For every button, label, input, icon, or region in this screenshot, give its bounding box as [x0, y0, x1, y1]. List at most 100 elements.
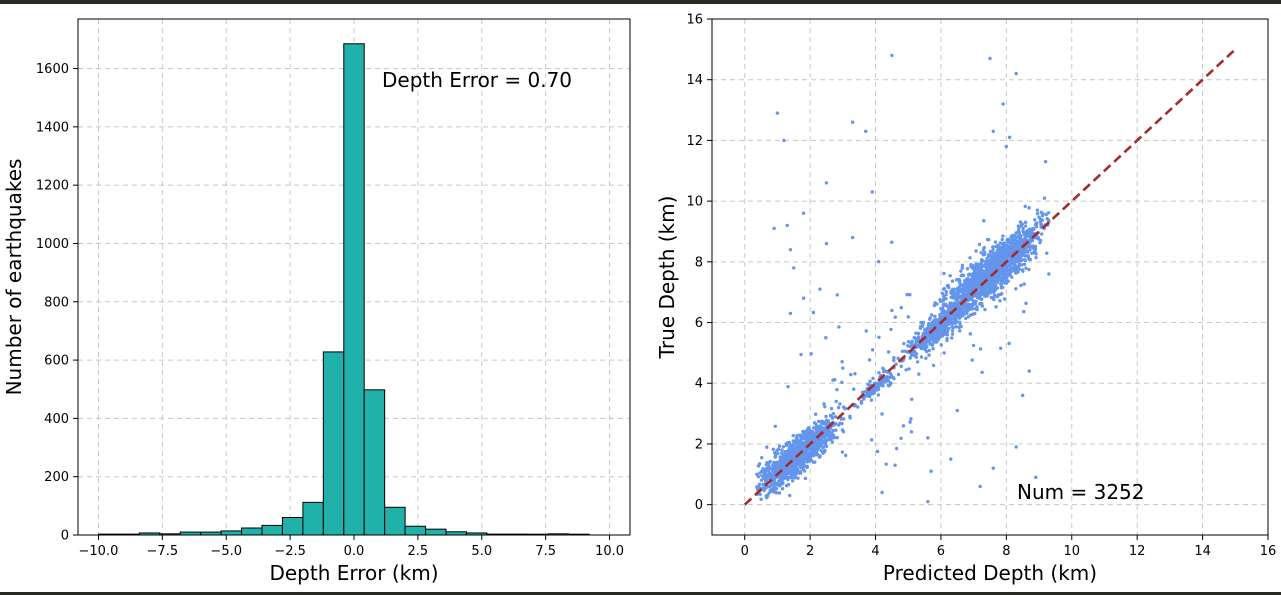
scatter-point — [933, 314, 937, 319]
scatter-point — [902, 341, 906, 346]
scatter-point — [964, 305, 968, 310]
scatter-point — [870, 190, 874, 194]
scatter-point — [1017, 263, 1021, 268]
scatter-point — [992, 293, 997, 297]
scatter-point — [808, 428, 812, 432]
histogram-bar — [343, 43, 365, 536]
scatter-point — [966, 314, 971, 319]
scatter-point — [1023, 224, 1028, 228]
scatter-point — [992, 297, 996, 302]
scatter-point — [960, 313, 964, 317]
scatter-point — [949, 295, 953, 299]
scatter-point — [1012, 244, 1017, 248]
scatter-panel: 0 2 4 6 8 10 12 14 16 0 2 4 6 8 10 12 14 16 Predicted De… — [655, 13, 1276, 586]
scatter-point — [889, 373, 894, 378]
scatter-point — [962, 282, 966, 287]
scatter-point — [841, 366, 845, 370]
scatter-point — [813, 460, 817, 464]
scatter-point — [771, 482, 776, 486]
histogram-y-tick-label: 800 — [44, 295, 69, 310]
scatter-point — [959, 269, 963, 273]
scatter-point — [779, 451, 784, 455]
scatter-point — [1004, 273, 1008, 277]
scatter-point — [789, 453, 794, 458]
scatter-point — [945, 284, 950, 288]
scatter-point — [981, 248, 986, 252]
scatter-point — [928, 341, 932, 346]
scatter-point — [883, 378, 887, 382]
scatter-point — [983, 294, 987, 298]
scatter-point — [899, 306, 903, 310]
scatter-point — [791, 439, 796, 443]
scatter-point — [972, 268, 977, 272]
scatter-point — [781, 445, 786, 449]
scatter-point — [892, 358, 896, 363]
scatter-point — [945, 329, 950, 334]
scatter-x-tick-label: 16 — [1260, 544, 1277, 559]
scatter-y-tick-label: 0 — [695, 498, 703, 513]
scatter-point — [953, 303, 958, 307]
scatter-point — [849, 372, 853, 377]
scatter-point — [869, 438, 874, 442]
scatter-point — [1028, 244, 1032, 248]
scatter-point — [918, 344, 922, 349]
scatter-point — [917, 372, 921, 376]
scatter-point — [914, 336, 918, 341]
scatter-point — [778, 455, 782, 459]
scatter-point — [942, 326, 947, 331]
scatter-point — [893, 315, 897, 319]
scatter-point — [795, 459, 800, 464]
histogram-bar — [322, 351, 345, 536]
scatter-point — [919, 355, 924, 359]
scatter-point — [941, 302, 946, 307]
scatter-point — [938, 313, 942, 317]
histogram-x-tick-label: −7.5 — [147, 544, 179, 559]
scatter-point — [1021, 230, 1026, 235]
scatter-point — [989, 295, 993, 300]
scatter-point — [926, 436, 930, 440]
scatter-point — [950, 329, 955, 333]
scatter-point — [762, 476, 766, 481]
scatter-point — [958, 287, 963, 292]
scatter-point — [840, 421, 844, 426]
scatter-point — [954, 319, 959, 324]
scatter-point — [959, 310, 964, 314]
scatter-point — [1037, 215, 1041, 219]
scatter-point — [984, 266, 989, 271]
scatter-point — [798, 456, 803, 460]
scatter-point — [802, 469, 807, 473]
scatter-point — [880, 412, 884, 416]
scatter-x-tick-label: 2 — [806, 544, 814, 559]
scatter-point — [950, 279, 955, 283]
scatter-point — [988, 288, 992, 293]
scatter-point — [1021, 226, 1025, 230]
scatter-point — [785, 223, 789, 228]
scatter-point — [861, 390, 865, 395]
scatter-point — [976, 266, 981, 270]
scatter-point — [913, 354, 918, 358]
scatter-point — [942, 287, 947, 291]
scatter-point — [1007, 135, 1012, 140]
scatter-point — [1010, 238, 1014, 242]
scatter-point — [1004, 144, 1009, 149]
scatter-point — [959, 324, 963, 329]
scatter-point — [757, 462, 762, 466]
scatter-point — [815, 427, 819, 431]
scatter-point — [903, 349, 907, 354]
scatter-point — [777, 491, 782, 495]
scatter-point — [871, 376, 875, 380]
scatter-point — [1022, 257, 1026, 262]
scatter-point — [880, 490, 884, 495]
scatter-y-tick-label: 4 — [695, 377, 703, 392]
scatter-point — [977, 242, 982, 247]
scatter-point — [823, 426, 827, 430]
scatter-point — [783, 450, 788, 455]
scatter-point — [807, 434, 812, 439]
scatter-point — [834, 399, 838, 404]
histogram-y-tick-label: 200 — [44, 470, 69, 485]
scatter-point — [968, 256, 972, 260]
scatter-x-tick-label: 12 — [1129, 544, 1146, 559]
scatter-point — [840, 450, 845, 454]
scatter-point — [827, 437, 831, 441]
scatter-point — [1014, 271, 1018, 275]
